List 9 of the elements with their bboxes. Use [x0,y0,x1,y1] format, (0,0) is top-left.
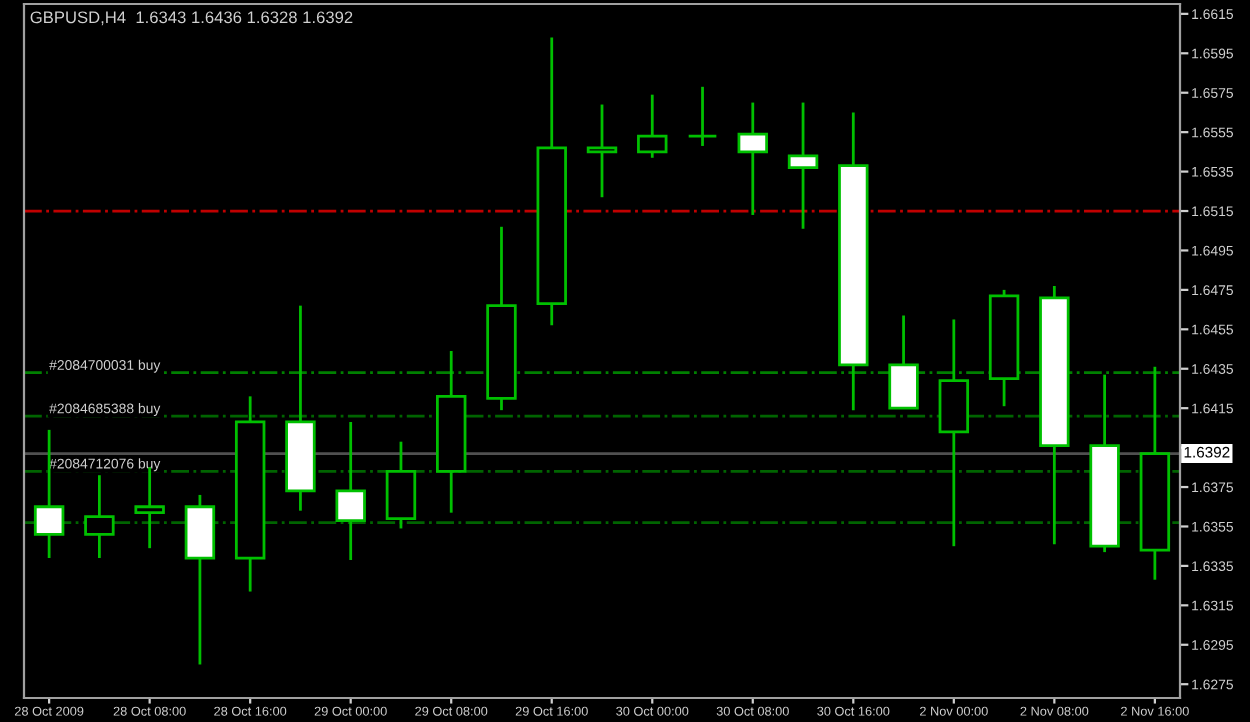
candlestick [335,420,366,562]
candlestick [385,440,417,530]
candlestick [787,101,819,231]
candlestick [687,85,718,148]
candlestick [637,93,668,160]
candlestick [586,103,618,199]
candlestick [888,314,919,410]
candlestick [737,101,768,217]
chart-title: GBPUSD,H4 1.6343 1.6436 1.6328 1.6392 [30,11,353,26]
